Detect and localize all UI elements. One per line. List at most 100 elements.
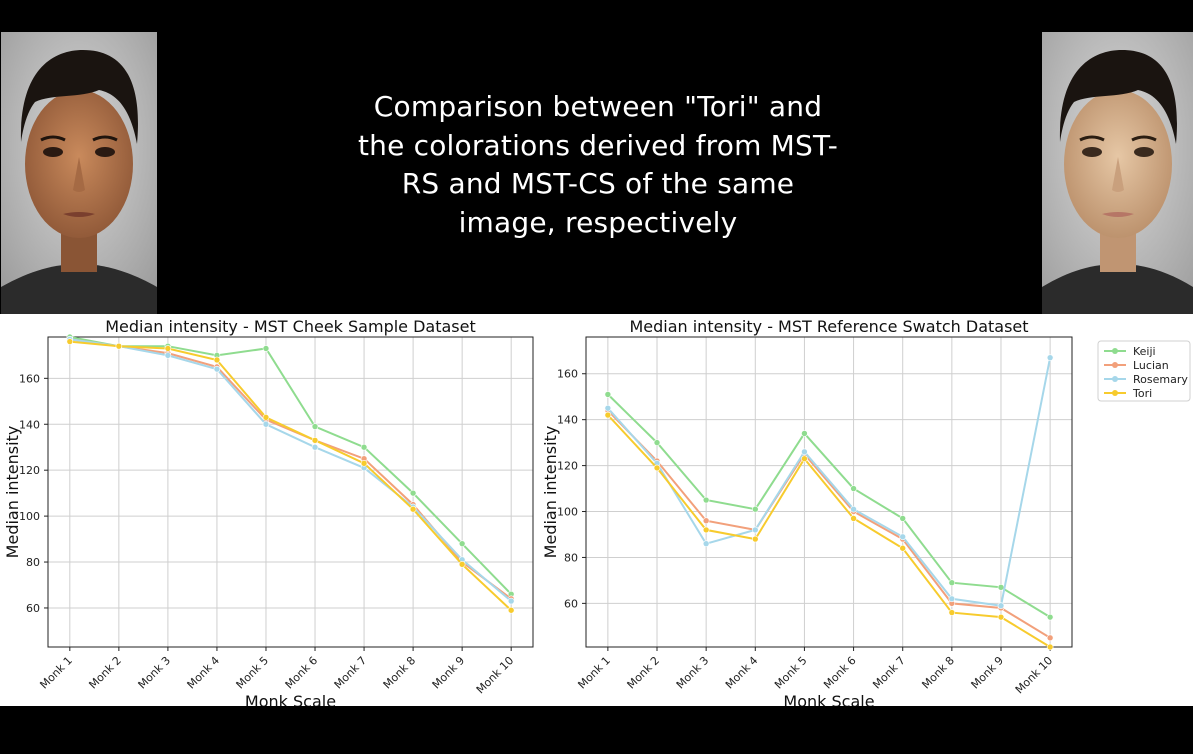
x-tick-label: Monk 7	[870, 654, 908, 692]
data-point-tori	[213, 356, 221, 364]
data-point-keiji	[850, 485, 857, 492]
data-point-keiji	[899, 515, 907, 522]
slide-title-line: Comparison between "Tori" and	[373, 90, 823, 123]
series-line-rosemary	[607, 357, 1052, 607]
plot-frame	[47, 336, 534, 648]
data-point-tori	[311, 437, 319, 444]
data-point-keiji	[604, 391, 612, 398]
x-tick-label: Monk 9	[969, 654, 1007, 692]
data-point-rosemary	[850, 505, 857, 513]
data-point-rosemary	[164, 352, 172, 359]
data-point-rosemary	[507, 597, 515, 605]
chart-title: Median intensity - MST Cheek Sample Data…	[105, 317, 476, 336]
data-point-tori	[409, 505, 417, 513]
y-tick-label: 140	[557, 414, 578, 427]
data-point-tori	[850, 515, 857, 522]
series-line-lucian	[607, 409, 1051, 639]
data-point-tori	[801, 455, 808, 463]
data-point-tori	[702, 526, 710, 534]
data-point-rosemary	[262, 420, 270, 428]
data-point-tori	[458, 561, 466, 568]
y-tick-label: 160	[557, 368, 578, 381]
series-line-keiji	[607, 393, 1051, 618]
data-point-lucian	[702, 517, 710, 525]
y-tick-label: 160	[19, 372, 40, 385]
slide-title-line: RS and MST-CS of the same	[401, 167, 795, 200]
x-tick-label: Monk 10	[1013, 654, 1055, 696]
x-tick-label: Monk 9	[430, 654, 468, 692]
plot-frame	[585, 336, 1073, 648]
series-line-tori	[69, 340, 512, 612]
data-point-keiji	[997, 583, 1005, 591]
data-point-tori	[66, 338, 74, 345]
data-point-keiji	[409, 489, 417, 497]
x-tick-label: Monk 5	[772, 654, 810, 692]
data-point-tori	[948, 609, 956, 616]
data-point-rosemary	[311, 443, 319, 451]
y-tick-label: 120	[19, 464, 40, 477]
x-tick-label: Monk 6	[283, 654, 321, 692]
data-point-rosemary	[997, 602, 1005, 609]
portrait-right-image	[1042, 32, 1193, 314]
data-point-keiji	[948, 579, 956, 587]
x-tick-label: Monk 7	[332, 654, 370, 692]
chart-area: 60 80 100 120 140 160 Monk 1 Monk 2 Monk 3 Monk 4…	[0, 314, 1193, 706]
data-point-keiji	[458, 540, 466, 547]
data-point-tori	[604, 411, 612, 419]
data-point-tori	[997, 613, 1005, 621]
y-axis-title: Median intensity	[3, 426, 22, 559]
x-tick-label: Monk 3	[136, 654, 174, 692]
data-point-rosemary	[948, 595, 956, 603]
legend-swatch-marker	[1112, 348, 1118, 354]
legend-label-rosemary: Rosemary	[1133, 373, 1188, 386]
portrait-right-illustration	[1042, 32, 1193, 314]
x-tick-label: Monk 8	[919, 654, 957, 692]
data-point-keiji	[262, 345, 270, 352]
x-tick-label: Monk 3	[674, 654, 712, 692]
data-point-tori	[751, 535, 759, 543]
y-tick-label: 140	[19, 418, 40, 431]
y-tick-label: 100	[557, 506, 578, 519]
chart-1: 60 80 100 120 140 160 Monk 1 Monk 2 Monk 3 Monk 4…	[3, 317, 534, 706]
y-tick-label: 120	[557, 460, 578, 473]
slide-title-line: image, respectively	[458, 205, 738, 239]
data-point-keiji	[751, 505, 759, 513]
data-point-rosemary	[702, 540, 710, 547]
data-point-rosemary	[801, 448, 808, 456]
data-point-tori	[507, 606, 515, 614]
data-point-tori	[360, 459, 368, 467]
data-point-lucian	[1046, 634, 1054, 642]
x-tick-label: Monk 4	[723, 654, 761, 692]
x-tick-label: Monk 10	[474, 654, 516, 696]
charts-svg: 60 80 100 120 140 160 Monk 1 Monk 2 Monk 3 Monk 4…	[3, 317, 1191, 706]
chart-2: 60 80 100 120 140 160 Monk 1 Monk 2 Monk 3 Monk 4…	[541, 317, 1191, 706]
legend-label-lucian: Lucian	[1133, 359, 1169, 372]
data-point-keiji	[360, 443, 368, 451]
x-tick-label: Monk 8	[381, 654, 419, 692]
y-tick-label: 60	[26, 602, 40, 615]
data-point-rosemary	[751, 526, 759, 534]
x-tick-label: Monk 4	[185, 654, 223, 692]
data-point-keiji	[653, 439, 661, 446]
slide-title: Comparison between "Tori" and the colora…	[330, 88, 866, 242]
x-tick-label: Monk 1	[37, 654, 75, 692]
y-tick-label: 60	[564, 597, 578, 610]
data-point-tori	[1046, 643, 1054, 651]
data-point-tori	[115, 342, 123, 350]
data-point-keiji	[801, 430, 808, 437]
data-point-keiji	[1046, 613, 1054, 621]
x-tick-label: Monk 6	[821, 654, 859, 692]
data-point-rosemary	[213, 365, 221, 373]
legend-swatch-marker	[1112, 390, 1118, 396]
x-tick-label: Monk 5	[234, 654, 272, 692]
slide-title-line: the colorations derived from MST-	[357, 128, 839, 162]
legend-swatch-marker	[1112, 376, 1118, 382]
data-point-tori	[899, 544, 907, 552]
data-point-rosemary	[604, 404, 612, 412]
data-point-tori	[262, 414, 270, 421]
x-tick-label: Monk 2	[86, 654, 124, 692]
x-axis-title: Monk Scale	[245, 692, 336, 706]
data-point-rosemary	[1046, 354, 1054, 361]
legend-label-keiji: Keiji	[1133, 345, 1156, 358]
